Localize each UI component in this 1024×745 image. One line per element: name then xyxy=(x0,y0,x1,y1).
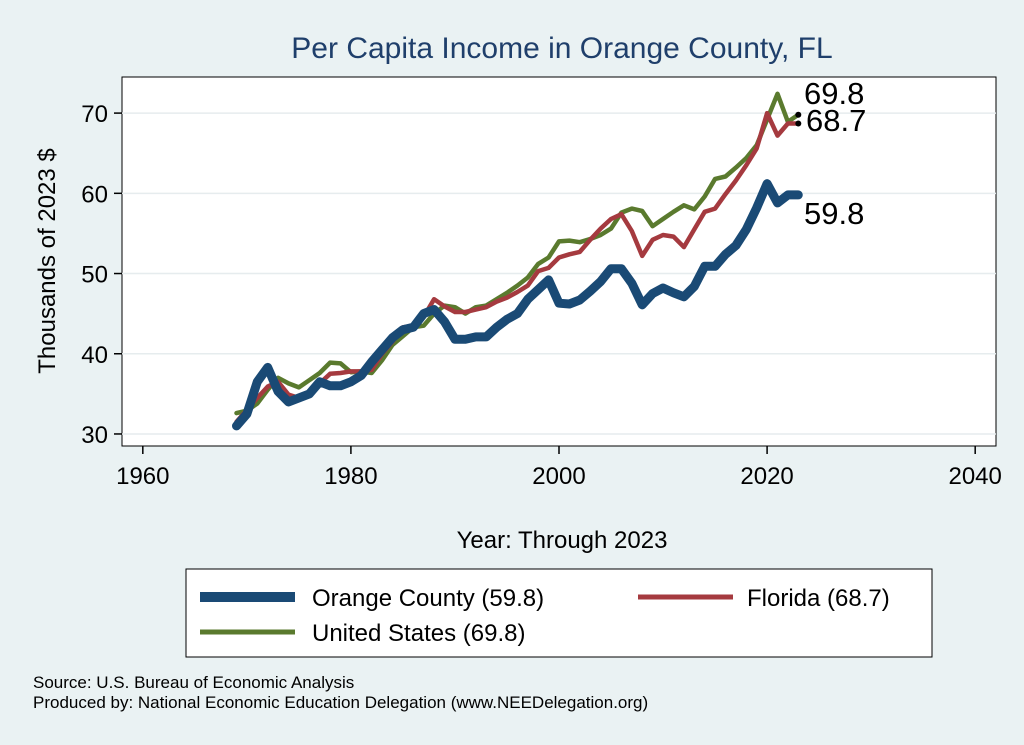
x-axis-label: Year: Through 2023 xyxy=(457,527,668,554)
legend-label-united-states: United States (69.8) xyxy=(312,620,525,647)
x-tick-label: 2020 xyxy=(740,463,793,490)
end-marker-florida xyxy=(795,120,802,127)
x-tick-label: 2040 xyxy=(948,463,1001,490)
x-tick-label: 2000 xyxy=(532,463,585,490)
end-marker-united-states xyxy=(795,111,802,118)
legend-label-florida: Florida (68.7) xyxy=(747,585,890,612)
series-line-orange-county xyxy=(232,179,803,431)
legend: Orange County (59.8) Florida (68.7) Unit… xyxy=(185,568,933,658)
y-tick-label: 40 xyxy=(81,342,108,369)
end-labels: 69.868.7 59.8 xyxy=(795,76,866,231)
produced-by-note: Produced by: National Economic Education… xyxy=(33,693,649,712)
series-lines xyxy=(232,91,803,431)
y-tick-label: 30 xyxy=(81,422,108,449)
legend-label-orange-county: Orange County (59.8) xyxy=(312,585,544,612)
axes: 30 40 50 60 70 1960 1980 2000 2020 2040 xyxy=(81,101,1002,490)
grid xyxy=(122,112,996,435)
source-note: Source: U.S. Bureau of Economic Analysis xyxy=(33,673,355,692)
end-label-florida: 68.7 xyxy=(806,103,866,138)
end-label-orange-county: 59.8 xyxy=(804,196,864,231)
legend-box xyxy=(185,568,933,658)
y-tick-label: 50 xyxy=(81,262,108,289)
series-line-united-states xyxy=(234,91,801,416)
y-axis-label: Thousands of 2023 $ xyxy=(34,148,61,374)
y-tick-label: 60 xyxy=(81,181,108,208)
chart-title: Per Capita Income in Orange County, FL xyxy=(291,32,832,65)
x-tick-label: 1980 xyxy=(324,463,377,490)
end-label-united-states: 69.8 xyxy=(804,76,864,111)
x-tick-label: 1960 xyxy=(116,463,169,490)
series-line-florida xyxy=(234,110,801,425)
y-tick-label: 70 xyxy=(81,101,108,128)
